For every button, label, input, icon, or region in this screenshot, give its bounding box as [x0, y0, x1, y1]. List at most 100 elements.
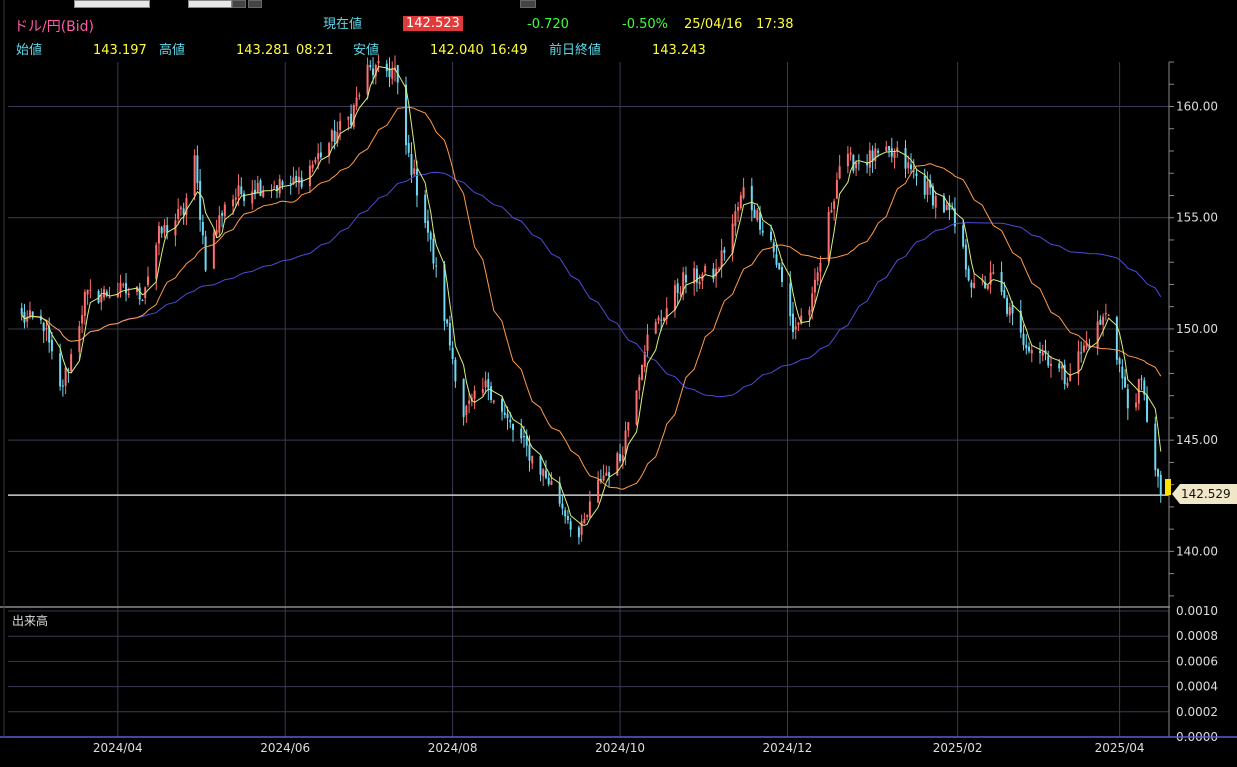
candle-body [1082, 345, 1085, 352]
candle-body [237, 185, 240, 197]
candle-body [26, 316, 29, 322]
candle-body [1030, 349, 1033, 354]
candle-body [232, 199, 235, 207]
ma-mid-line [21, 106, 1162, 490]
date-picker-button[interactable] [520, 0, 536, 8]
candle-body [893, 152, 896, 159]
candle-body [564, 510, 567, 517]
candle-body [750, 185, 753, 211]
y-tick-label: 145.00 [1176, 433, 1218, 447]
x-tick-label: 2024/06 [260, 741, 310, 755]
candle-body [358, 95, 361, 97]
candle-body [116, 293, 119, 298]
candle-body [520, 428, 523, 439]
period-input[interactable] [188, 0, 232, 8]
period-button[interactable] [232, 0, 246, 8]
candle-body [737, 206, 740, 211]
candle-body [1025, 344, 1028, 349]
candle-body [177, 209, 180, 220]
candle-body [676, 283, 679, 293]
y-tick-label: 155.00 [1176, 211, 1218, 225]
candle-body [660, 319, 663, 321]
candle-body [410, 153, 413, 176]
high-value: 143.281 [236, 43, 290, 58]
candle-body [1121, 366, 1124, 379]
candle-body [42, 322, 45, 332]
candle-body [561, 503, 564, 509]
period-button-2[interactable] [248, 0, 262, 8]
candle-body [468, 400, 471, 404]
ma-long-line [21, 171, 1162, 398]
candle-body [827, 211, 830, 262]
candle-body [1140, 378, 1143, 380]
x-tick-label: 2024/04 [93, 741, 143, 755]
candle-body [544, 470, 547, 478]
candle-body [915, 173, 918, 177]
candle-body [105, 291, 108, 297]
candle-body [953, 208, 956, 227]
candle-body [723, 249, 726, 253]
candle-body [125, 283, 128, 294]
candle-body [794, 326, 797, 330]
candle-body [525, 435, 528, 446]
prev-close-value: 143.243 [652, 43, 706, 58]
last-price-tag-label: 142.529 [1181, 487, 1231, 501]
candle-body [816, 272, 819, 281]
candle-body [1058, 363, 1061, 369]
candle-body [481, 389, 484, 393]
candle-body [81, 315, 84, 324]
candle-body [462, 378, 465, 418]
candle-body [715, 268, 718, 277]
candle-body [599, 479, 602, 482]
candle-body [1049, 363, 1052, 366]
candle-body [454, 359, 457, 382]
candle-body [451, 347, 454, 359]
candle-body [61, 385, 64, 387]
candle-body [704, 266, 707, 273]
high-time: 08:21 [296, 43, 334, 58]
candle-body [182, 208, 185, 215]
candle-body [336, 132, 339, 144]
candle-body [487, 379, 490, 389]
candle-body [973, 282, 976, 289]
candle-body [388, 68, 391, 78]
candle-body [407, 142, 410, 153]
y-tick-label: 150.00 [1176, 322, 1218, 336]
candle-body [693, 268, 696, 284]
candle-body [646, 334, 649, 351]
candle-body [566, 515, 569, 521]
volume-tick-label: 0.0008 [1176, 629, 1218, 643]
candle-body [720, 250, 723, 268]
open-label: 始値 [16, 43, 43, 58]
candle-body [717, 268, 720, 270]
chart-grid [8, 62, 1169, 738]
candle-body [166, 225, 169, 233]
candle-body [712, 268, 715, 279]
current-value: 142.523 [403, 16, 463, 31]
candle-body [635, 390, 638, 425]
low-label: 安値 [353, 43, 380, 58]
candle-body [857, 162, 860, 164]
candle-body [619, 453, 622, 462]
candle-body [256, 182, 259, 193]
candle-body [28, 310, 31, 316]
candle-body [811, 293, 814, 312]
candle-body [394, 67, 396, 70]
candle-body [1060, 366, 1063, 369]
candle-body [289, 182, 292, 184]
candle-body [122, 284, 125, 286]
candle-body [1085, 342, 1088, 347]
range-select[interactable] [74, 0, 150, 8]
candle-body [355, 97, 358, 107]
candle-body [484, 380, 487, 387]
candle-body [910, 164, 912, 170]
x-tick-label: 2024/10 [595, 741, 645, 755]
candle-body [1154, 423, 1157, 471]
candle-body [1003, 290, 1006, 298]
candle-body [665, 308, 668, 320]
candle-body [577, 527, 580, 538]
time-axis: 2024/04 2024/06 2024/08 2024/10 2024/12 2025/… [93, 741, 1145, 755]
candle-body [509, 419, 512, 423]
currency-pair: ドル/円(Bid) [14, 19, 95, 35]
